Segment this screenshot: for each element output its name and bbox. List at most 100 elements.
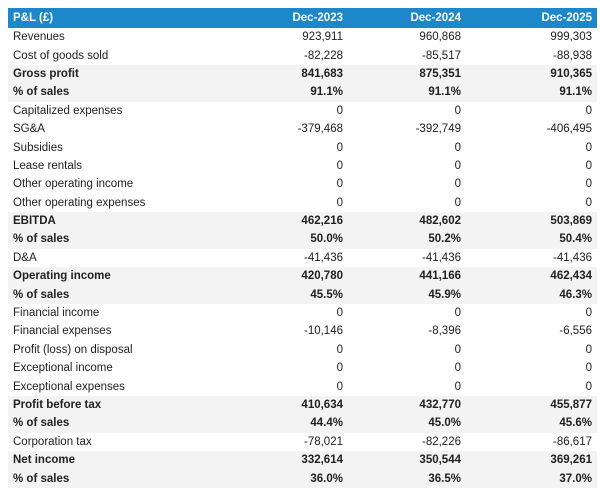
row-value: 432,770: [348, 395, 466, 415]
row-value: 91.1%: [466, 83, 597, 102]
row-value: 45.9%: [348, 285, 466, 304]
row-label: Profit before tax: [8, 395, 240, 415]
row-label: Gross profit: [8, 64, 240, 84]
row-value: 50.4%: [466, 230, 597, 249]
row-value: -392,749: [348, 119, 466, 139]
row-value: 36.5%: [348, 469, 466, 488]
row-value: 91.1%: [348, 83, 466, 102]
row-value: 875,351: [348, 64, 466, 84]
table-row: Financial expenses -10,146 -8,396 -6,556: [8, 322, 597, 341]
row-value: 0: [466, 359, 597, 378]
row-label: SG&A: [8, 119, 240, 139]
table-row: Profit (loss) on disposal 0 0 0: [8, 340, 597, 360]
row-value: -6,556: [466, 322, 597, 341]
row-label: Financial income: [8, 303, 240, 323]
row-value: 0: [240, 101, 348, 120]
row-label: Exceptional income: [8, 359, 240, 378]
pnl-table-body: Revenues 923,911 960,868 999,303 Cost of…: [8, 28, 597, 488]
row-value: -82,228: [240, 46, 348, 65]
row-value: -86,617: [466, 432, 597, 451]
row-value: 0: [240, 340, 348, 360]
table-row: Exceptional expenses 0 0 0: [8, 377, 597, 396]
row-value: -82,226: [348, 432, 466, 451]
row-value: 841,683: [240, 64, 348, 84]
row-value: 36.0%: [240, 469, 348, 488]
row-label: Cost of goods sold: [8, 46, 240, 65]
row-value: 0: [348, 175, 466, 194]
row-value: 410,634: [240, 395, 348, 415]
row-value: 0: [348, 377, 466, 396]
row-value: 420,780: [240, 267, 348, 286]
table-row: Other operating expenses 0 0 0: [8, 193, 597, 212]
row-value: 50.0%: [240, 230, 348, 249]
row-label: Profit (loss) on disposal: [8, 340, 240, 360]
table-row: Operating income 420,780 441,166 462,434: [8, 267, 597, 286]
row-label: EBITDA: [8, 211, 240, 231]
header-row: P&L (£) Dec-2023 Dec-2024 Dec-2025: [8, 8, 597, 28]
table-row: Profit before tax 410,634 432,770 455,87…: [8, 395, 597, 415]
row-value: 0: [466, 138, 597, 157]
row-label: % of sales: [8, 285, 240, 304]
header-col-dec-2025: Dec-2025: [466, 8, 597, 28]
table-row: Lease rentals 0 0 0: [8, 156, 597, 176]
row-label: Operating income: [8, 267, 240, 286]
row-value: 910,365: [466, 64, 597, 84]
row-label: Capitalized expenses: [8, 101, 240, 120]
row-label: Financial expenses: [8, 322, 240, 341]
row-value: -10,146: [240, 322, 348, 341]
row-label: D&A: [8, 248, 240, 268]
row-value: 503,869: [466, 211, 597, 231]
row-label: Net income: [8, 450, 240, 470]
header-col-dec-2024: Dec-2024: [348, 8, 466, 28]
table-row: Other operating income 0 0 0: [8, 175, 597, 194]
row-value: 0: [466, 303, 597, 323]
table-row: % of sales 45.5% 45.9% 46.3%: [8, 285, 597, 304]
table-row: Subsidies 0 0 0: [8, 138, 597, 157]
table-row: Net income 332,614 350,544 369,261: [8, 450, 597, 470]
row-value: 369,261: [466, 450, 597, 470]
row-label: Exceptional expenses: [8, 377, 240, 396]
row-value: 0: [240, 359, 348, 378]
row-value: 0: [348, 138, 466, 157]
table-row: D&A -41,436 -41,436 -41,436: [8, 248, 597, 268]
row-value: 0: [240, 303, 348, 323]
table-row: Corporation tax -78,021 -82,226 -86,617: [8, 432, 597, 451]
row-value: 0: [240, 377, 348, 396]
row-value: 0: [348, 101, 466, 120]
row-label: Revenues: [8, 28, 240, 47]
table-row: % of sales 44.4% 45.0% 45.6%: [8, 414, 597, 433]
table-row: Gross profit 841,683 875,351 910,365: [8, 64, 597, 84]
table-row: Exceptional income 0 0 0: [8, 359, 597, 378]
row-value: 462,434: [466, 267, 597, 286]
row-value: 91.1%: [240, 83, 348, 102]
row-value: 0: [466, 156, 597, 176]
row-value: 441,166: [348, 267, 466, 286]
row-value: -78,021: [240, 432, 348, 451]
row-value: 37.0%: [466, 469, 597, 488]
row-value: 350,544: [348, 450, 466, 470]
pnl-table: P&L (£) Dec-2023 Dec-2024 Dec-2025 Reven…: [8, 8, 597, 488]
row-value: -406,495: [466, 119, 597, 139]
row-value: 0: [466, 175, 597, 194]
table-row: Capitalized expenses 0 0 0: [8, 101, 597, 120]
row-value: 0: [348, 359, 466, 378]
row-label: % of sales: [8, 469, 240, 488]
row-value: 0: [240, 138, 348, 157]
row-value: 0: [348, 303, 466, 323]
row-value: -88,938: [466, 46, 597, 65]
row-label: % of sales: [8, 83, 240, 102]
row-value: -41,436: [466, 248, 597, 268]
row-value: 0: [466, 193, 597, 212]
row-value: -41,436: [240, 248, 348, 268]
row-value: 44.4%: [240, 414, 348, 433]
row-value: 0: [466, 101, 597, 120]
table-row: Revenues 923,911 960,868 999,303: [8, 28, 597, 47]
row-label: % of sales: [8, 414, 240, 433]
row-value: -379,468: [240, 119, 348, 139]
row-value: 0: [348, 156, 466, 176]
table-row: Financial income 0 0 0: [8, 303, 597, 323]
header-col-dec-2023: Dec-2023: [240, 8, 348, 28]
row-label: Other operating income: [8, 175, 240, 194]
row-value: 482,602: [348, 211, 466, 231]
row-label: Other operating expenses: [8, 193, 240, 212]
